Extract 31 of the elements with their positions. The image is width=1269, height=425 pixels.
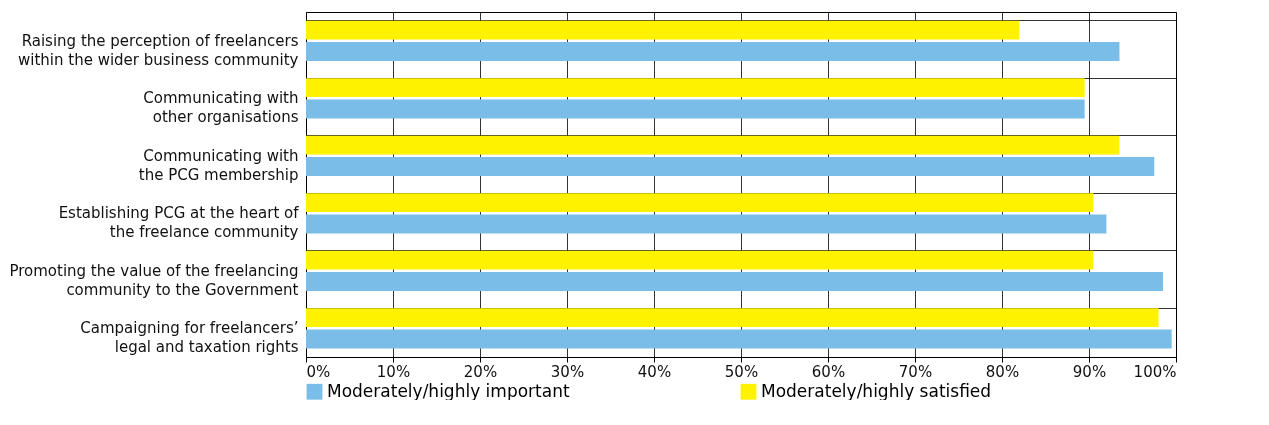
bar <box>306 20 1020 40</box>
x-tick-label: 40% <box>637 362 672 381</box>
x-tick-label: 50% <box>724 362 759 381</box>
bar <box>306 272 1163 291</box>
x-tick-label: 20% <box>463 362 498 381</box>
x-tick-label: 100% <box>1133 362 1177 381</box>
bar <box>306 250 1094 270</box>
x-tick-label: 30% <box>550 362 585 381</box>
y-tick-label: Campaigning for freelancers’ legal and taxation rights <box>80 319 299 357</box>
legend-label: Moderately/highly satisfied <box>761 380 992 401</box>
bar <box>306 78 1085 97</box>
x-tick-label: 80% <box>985 362 1020 381</box>
y-tick-label: Communicating with other organisations <box>143 89 299 127</box>
x-tick-label: 70% <box>898 362 933 381</box>
y-tick-label: Establishing PCG at the heart of the freelance community <box>58 204 300 242</box>
x-tick-label: 60% <box>811 362 846 381</box>
bar <box>306 329 1172 349</box>
bar <box>306 42 1120 61</box>
y-tick-label: Communicating with the PCG membership <box>138 146 299 184</box>
y-tick-label: Promoting the value of the freelancing community to the Government <box>9 261 299 299</box>
bar <box>306 157 1155 176</box>
x-tick-label: 10% <box>376 362 411 381</box>
legend-label: Moderately/highly important <box>327 380 570 401</box>
y-tick-label: Raising the perception of freelancers within the wider business community <box>17 31 299 69</box>
bar <box>306 99 1085 119</box>
x-tick-label: 0% <box>306 362 331 381</box>
bar <box>306 214 1107 234</box>
x-tick-label: 90% <box>1072 362 1107 381</box>
bar <box>306 193 1094 212</box>
bar <box>306 308 1159 327</box>
bar <box>306 135 1120 155</box>
